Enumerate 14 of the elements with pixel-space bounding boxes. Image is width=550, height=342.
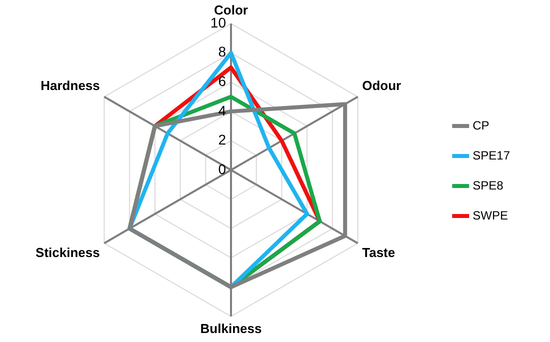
legend-label: SPE8 — [472, 178, 504, 192]
legend-label: SWPE — [472, 208, 508, 222]
y-tick-label: 0 — [218, 160, 226, 177]
legend-label: CP — [472, 118, 490, 132]
y-tick-label: 4 — [218, 102, 226, 118]
legend-label: SPE17 — [472, 148, 510, 162]
spoke-label: Stickiness — [36, 245, 100, 260]
y-tick-label: 8 — [218, 44, 226, 60]
spoke-label: Odour — [362, 78, 402, 94]
y-tick-label: 6 — [218, 73, 226, 90]
y-tick-label: 2 — [218, 132, 226, 148]
spoke-label: Bulkiness — [200, 320, 262, 336]
spoke-label: Hardness — [40, 78, 100, 94]
spoke-label: Taste — [362, 245, 396, 260]
